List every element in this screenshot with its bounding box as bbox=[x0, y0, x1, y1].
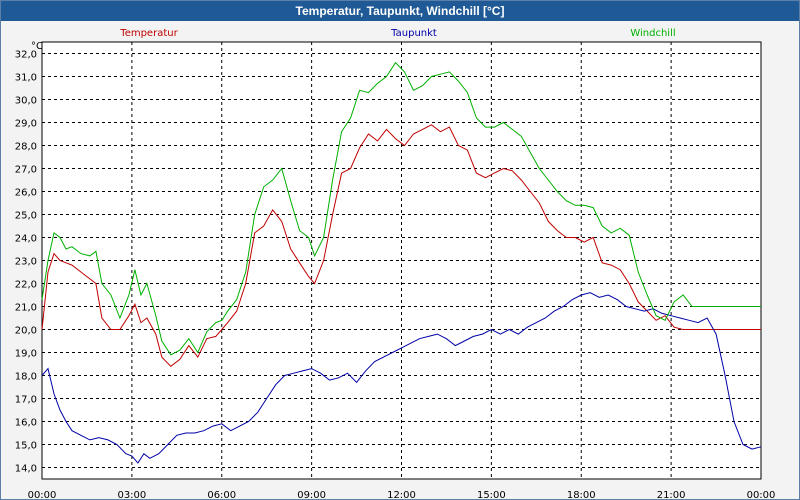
x-tick-time: 03:00 bbox=[117, 490, 146, 499]
y-axis-unit-label: °C bbox=[31, 41, 43, 52]
window-title: Temperatur, Taupunkt, Windchill [°C] bbox=[1, 1, 799, 21]
y-tick-label: 30,0 bbox=[15, 96, 37, 107]
y-tick-label: 14,0 bbox=[15, 464, 37, 475]
y-tick-label: 16,0 bbox=[15, 418, 37, 429]
x-tick-time: 15:00 bbox=[477, 490, 506, 499]
y-tick-label: 26,0 bbox=[15, 188, 37, 199]
gridlines bbox=[42, 42, 761, 479]
y-axis-labels: 14,0 15,0 16,0 17,0 18,0 19,0 20,0 21,0 22,0 23,0… bbox=[15, 50, 37, 475]
y-tick-label: 19,0 bbox=[15, 349, 37, 360]
x-tick-time: 06:00 bbox=[207, 490, 236, 499]
y-tick-label: 24,0 bbox=[15, 234, 37, 245]
y-tick-label: 20,0 bbox=[15, 326, 37, 337]
legend-item-windchill: Windchill bbox=[630, 28, 675, 39]
y-tick-label: 21,0 bbox=[15, 303, 37, 314]
y-tick-label: 27,0 bbox=[15, 165, 37, 176]
y-tick-label: 32,0 bbox=[15, 50, 37, 61]
legend: Temperatur Taupunkt Windchill bbox=[119, 28, 675, 39]
y-tick-label: 28,0 bbox=[15, 142, 37, 153]
x-tick-time: 12:00 bbox=[387, 490, 416, 499]
x-tick-time: 00:00 bbox=[28, 490, 57, 499]
line-chart: 14,0 15,0 16,0 17,0 18,0 19,0 20,0 21,0 22,0 23,0… bbox=[15, 28, 776, 499]
series-line-temperatur bbox=[41, 124, 761, 367]
x-tick-time: 09:00 bbox=[297, 490, 326, 499]
y-tick-label: 29,0 bbox=[15, 119, 37, 130]
y-tick-label: 22,0 bbox=[15, 280, 37, 291]
y-tick-label: 31,0 bbox=[15, 73, 37, 84]
y-tick-label: 23,0 bbox=[15, 257, 37, 268]
y-tick-label: 17,0 bbox=[15, 395, 37, 406]
x-tick-time: 18:00 bbox=[567, 490, 596, 499]
series-line-taupunkt bbox=[41, 292, 762, 464]
legend-item-temperatur: Temperatur bbox=[119, 28, 178, 39]
x-tick-time: 00:00 bbox=[747, 490, 776, 499]
series-lines bbox=[41, 61, 762, 464]
legend-item-taupunkt: Taupunkt bbox=[390, 28, 437, 39]
y-tick-label: 25,0 bbox=[15, 211, 37, 222]
series-line-windchill bbox=[41, 61, 761, 356]
y-tick-label: 18,0 bbox=[15, 372, 37, 383]
x-axis-labels: 00:0010.06.1403:0010.06.1406:0010.06.140… bbox=[28, 490, 776, 499]
y-tick-label: 15,0 bbox=[15, 441, 37, 452]
x-tick-time: 21:00 bbox=[657, 490, 686, 499]
